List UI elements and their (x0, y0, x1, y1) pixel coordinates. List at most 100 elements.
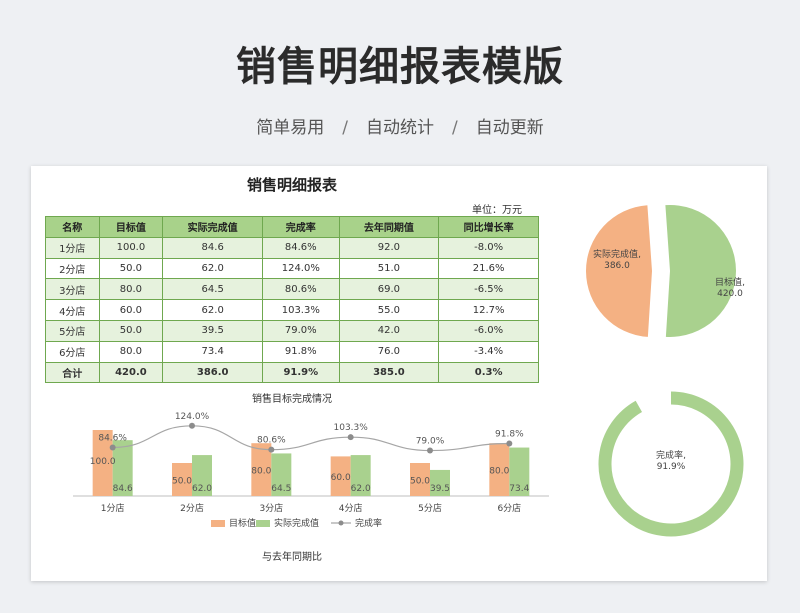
pie-label-target: 目标值, 420.0 (715, 278, 745, 299)
rate-point (506, 440, 513, 447)
subtitle-item: 自动更新 (475, 118, 544, 138)
bar-target-label: 100.0 (90, 457, 116, 467)
bar-actual (509, 447, 530, 496)
total-cell: 385.0 (338, 361, 440, 384)
rate-point (109, 444, 116, 451)
bar-target-label: 50.0 (172, 477, 192, 487)
table-cell: 64.5 (162, 278, 264, 301)
total-cell: 91.9% (262, 361, 340, 384)
donut-label-value: 91.9% (656, 462, 686, 472)
report-sheet: 销售明细报表 单位：万元 名称 目标值 实际完成值 完成率 去年同期值 同比增长率 1分店… (31, 166, 767, 581)
column-header: 实际完成值 (162, 216, 264, 238)
pie-label-actual-name: 实际完成值 (593, 250, 639, 260)
table-cell: 79.0% (262, 319, 340, 342)
bar-actual (350, 455, 371, 496)
table-cell: 91.8% (262, 340, 340, 363)
bar-actual-label: 62.0 (351, 484, 371, 494)
pie-label-target-name: 目标值 (715, 278, 743, 288)
table-cell: 100.0 (98, 236, 164, 259)
table-cell: 80.0 (98, 278, 164, 301)
table-cell: 51.0 (338, 257, 440, 280)
table-cell: 4分店 (45, 299, 100, 321)
legend-label: 实际完成值 (274, 517, 319, 529)
rate-label: 103.3% (334, 423, 369, 433)
combo-chart: 100.084.61分店50.062.02分店80.064.53分店60.062… (73, 412, 549, 529)
table-cell: 80.0 (98, 340, 164, 363)
pie-chart (586, 204, 736, 337)
bar-target (489, 443, 510, 496)
table-cell: 69.0 (338, 278, 440, 301)
rate-label: 79.0% (416, 437, 445, 447)
table-cell: 55.0 (338, 299, 440, 321)
pie-label-target-value: 420.0 (717, 289, 743, 299)
rate-label: 124.0% (175, 412, 210, 422)
total-cell: 420.0 (98, 361, 164, 384)
bar-target-label: 50.0 (410, 477, 430, 487)
bar-actual-label: 39.5 (430, 484, 450, 494)
x-tick-label: 2分店 (180, 502, 204, 514)
x-tick-label: 3分店 (259, 502, 283, 514)
table-cell: 124.0% (262, 257, 340, 280)
table-row: 6分店 80.0 73.4 91.8% 76.0 -3.4% (45, 340, 539, 363)
table-cell: -3.4% (438, 340, 539, 363)
table-cell: 62.0 (162, 299, 264, 321)
legend-swatch-rate-dot (338, 520, 344, 526)
table-cell: 62.0 (162, 257, 264, 280)
bar-target-label: 60.0 (331, 473, 351, 483)
total-cell: 386.0 (162, 361, 264, 384)
column-header: 目标值 (98, 216, 164, 238)
table-cell: 76.0 (338, 340, 440, 363)
bar-target-label: 80.0 (489, 467, 509, 477)
report-title: 销售明细报表 (246, 176, 337, 194)
total-cell: 合计 (45, 361, 100, 384)
table-cell: 1分店 (45, 236, 100, 259)
table-cell: 60.0 (98, 299, 164, 321)
legend-swatch-target (211, 520, 225, 527)
total-cell: 0.3% (438, 361, 539, 384)
rate-label: 91.8% (495, 430, 524, 440)
subtitle-separator: / (342, 118, 348, 138)
column-header: 同比增长率 (438, 216, 539, 238)
doughnut-chart (598, 391, 744, 537)
sales-table: 名称 目标值 实际完成值 完成率 去年同期值 同比增长率 1分店 100.0 84.6 84.6… (45, 216, 539, 384)
yoy-label: 与去年同期比 (262, 552, 322, 563)
table-row: 2分店 50.0 62.0 124.0% 51.0 21.6% (45, 257, 539, 280)
table-cell: 73.4 (162, 340, 264, 363)
x-tick-label: 6分店 (497, 502, 521, 514)
page-subtitle: 简单易用 / 自动统计 / 自动更新 (0, 113, 800, 138)
table-total-row: 合计 420.0 386.0 91.9% 385.0 0.3% (45, 361, 539, 384)
x-tick-label: 1分店 (101, 502, 125, 514)
donut-label: 完成率, 91.9% (656, 451, 686, 472)
table-row: 4分店 60.0 62.0 103.3% 55.0 12.7% (45, 299, 539, 321)
subtitle-separator: / (452, 118, 458, 138)
table-cell: 5分店 (45, 319, 100, 342)
pie-slice (665, 204, 736, 337)
table-cell: 39.5 (162, 319, 264, 342)
table-cell: 50.0 (98, 257, 164, 280)
bar-actual (112, 440, 133, 496)
table-cell: 103.3% (262, 299, 340, 321)
pie-slice (586, 205, 653, 337)
rate-line (112, 425, 510, 452)
table-cell: -6.0% (438, 319, 539, 342)
table-row: 1分店 100.0 84.6 84.6% 92.0 -8.0% (45, 236, 539, 259)
bar-target (410, 463, 430, 496)
rate-point (427, 447, 433, 454)
column-header: 名称 (45, 216, 100, 238)
rate-label: 80.6% (257, 436, 286, 446)
bar-target (172, 463, 192, 496)
bar-actual (430, 469, 450, 496)
table-cell: 80.6% (262, 278, 340, 301)
pie-label-actual-value: 386.0 (604, 261, 630, 271)
unit-label: 单位：万元 (472, 205, 522, 216)
column-header: 完成率 (262, 216, 340, 238)
table-cell: 21.6% (438, 257, 539, 280)
table-cell: -8.0% (438, 236, 539, 259)
legend-swatch-actual (256, 520, 270, 527)
table-header-row: 名称 目标值 实际完成值 完成率 去年同期值 同比增长率 (45, 216, 539, 238)
column-header: 去年同期值 (338, 216, 440, 238)
page-title: 销售明细报表模版 (236, 44, 564, 90)
bar-target (251, 443, 272, 496)
pie-label-actual: 实际完成值, 386.0 (593, 250, 641, 271)
bar-target (330, 456, 351, 496)
